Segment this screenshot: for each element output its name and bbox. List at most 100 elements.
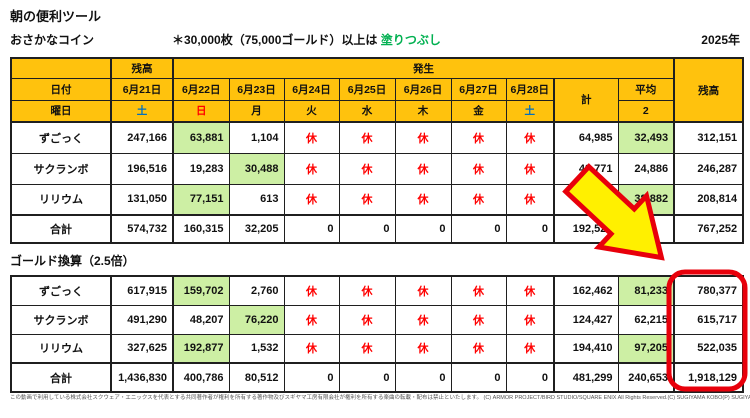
header-cell: 発生 bbox=[172, 57, 676, 79]
year-label: 2025年 bbox=[701, 33, 740, 47]
table-cell: 合計 bbox=[10, 362, 112, 393]
table-cell: 休 bbox=[450, 152, 507, 185]
table-cell: 77,151 bbox=[172, 183, 230, 216]
table-cell: 38,882 bbox=[617, 183, 676, 216]
table-cell: 休 bbox=[394, 275, 452, 306]
table-cell: リリウム bbox=[10, 183, 112, 216]
header-cell: 日 bbox=[172, 99, 230, 123]
table-cell: 休 bbox=[450, 183, 507, 216]
threshold-note: ＊30,000枚（75,000ゴールド）以上は 塗りつぶし bbox=[172, 31, 441, 48]
table-cell: 192,520 bbox=[553, 214, 619, 244]
table-cell: サクランボ bbox=[10, 304, 112, 335]
table-cell: 613 bbox=[228, 183, 285, 216]
table-cell: 1,918,129 bbox=[673, 362, 744, 393]
table-cell: 休 bbox=[450, 333, 507, 364]
table-cell: 1,532 bbox=[228, 333, 285, 364]
table-cell: 休 bbox=[394, 152, 452, 185]
table-cell: 162,462 bbox=[553, 275, 619, 306]
table-cell: 481,299 bbox=[553, 362, 619, 393]
table-cell: 休 bbox=[283, 304, 340, 335]
header-cell: 残高 bbox=[110, 57, 174, 79]
table-cell: 休 bbox=[338, 152, 396, 185]
table-cell: 617,915 bbox=[110, 275, 174, 306]
header-cell: 月 bbox=[228, 99, 285, 123]
table-cell: 767,252 bbox=[673, 214, 744, 244]
gold-conversion-table: ずごっく 617,915 159,702 2,760 休休休休休 162,462 81,23… bbox=[10, 275, 744, 393]
table-cell: 0 bbox=[283, 362, 340, 393]
header-cell: 6月25日 bbox=[338, 77, 396, 101]
table-cell: 休 bbox=[505, 304, 555, 335]
header-cell: 水 bbox=[338, 99, 396, 123]
table-cell: 240,653 bbox=[617, 362, 675, 393]
header-cell: 平均 bbox=[617, 77, 676, 101]
table-cell: 97,205 bbox=[617, 333, 675, 364]
header-cell: 木 bbox=[394, 99, 452, 123]
table-cell: 196,516 bbox=[110, 152, 174, 185]
threshold-note-text: ＊30,000枚（75,000ゴールド）以上は bbox=[172, 33, 381, 47]
header-cell: 6月26日 bbox=[394, 77, 452, 101]
table-cell: 312,151 bbox=[673, 121, 744, 154]
header-cell: 計 bbox=[553, 77, 619, 123]
gold-conversion-title: ゴールド換算（2.5倍） bbox=[10, 254, 135, 268]
table-cell: 休 bbox=[338, 183, 396, 216]
table-cell: 208,814 bbox=[673, 183, 744, 216]
table-cell: 休 bbox=[505, 183, 555, 216]
table-cell: 休 bbox=[283, 183, 340, 216]
table-cell: 522,035 bbox=[673, 333, 744, 364]
table-cell: 63,881 bbox=[172, 121, 230, 154]
table-cell: 24,886 bbox=[617, 152, 676, 185]
table-cell: ずごっく bbox=[10, 121, 112, 154]
table-cell: 休 bbox=[505, 275, 555, 306]
table-cell: 0 bbox=[450, 362, 507, 393]
table-cell: 247,166 bbox=[110, 121, 174, 154]
table-cell: 64,985 bbox=[553, 121, 619, 154]
table-cell: リリウム bbox=[10, 333, 112, 364]
header-cell: 土 bbox=[505, 99, 555, 123]
table-cell: 49,771 bbox=[553, 152, 619, 185]
table-cell: 327,625 bbox=[110, 333, 174, 364]
table-cell: 32,205 bbox=[228, 214, 285, 244]
table-cell: 休 bbox=[394, 183, 452, 216]
header-cell: 火 bbox=[283, 99, 340, 123]
table-cell: 77,764 bbox=[553, 183, 619, 216]
table-cell: 0 bbox=[505, 214, 555, 244]
table-cell: 休 bbox=[394, 304, 452, 335]
table-cell: 1,104 bbox=[228, 121, 285, 154]
table-cell: 62,215 bbox=[617, 304, 675, 335]
table-cell: 休 bbox=[505, 333, 555, 364]
table-cell: 休 bbox=[450, 304, 507, 335]
table-cell: 休 bbox=[394, 333, 452, 364]
table-cell: 0 bbox=[450, 214, 507, 244]
table-cell: 76,220 bbox=[228, 304, 285, 335]
table-cell: 615,717 bbox=[673, 304, 744, 335]
table-cell: 574,732 bbox=[110, 214, 174, 244]
table-cell: 32,493 bbox=[617, 121, 676, 154]
table-cell: 0 bbox=[338, 362, 396, 393]
header-cell: 6月22日 bbox=[172, 77, 230, 101]
table-cell bbox=[617, 214, 676, 244]
table-cell: 0 bbox=[283, 214, 340, 244]
table-cell: 80,512 bbox=[228, 362, 285, 393]
header-cell: 6月21日 bbox=[110, 77, 174, 101]
table-cell: 131,050 bbox=[110, 183, 174, 216]
table-cell: 400,786 bbox=[172, 362, 230, 393]
header-cell bbox=[10, 57, 112, 79]
table-cell: 合計 bbox=[10, 214, 112, 244]
table-cell: 48,207 bbox=[172, 304, 230, 335]
table-cell: 休 bbox=[338, 121, 396, 154]
table-cell: 休 bbox=[505, 152, 555, 185]
header-cell: 残高 bbox=[673, 57, 744, 123]
table-cell: 1,436,830 bbox=[110, 362, 174, 393]
table-cell: 休 bbox=[338, 304, 396, 335]
table-cell: 2,760 bbox=[228, 275, 285, 306]
coin-label: おさかなコイン bbox=[10, 33, 95, 47]
table-cell: ずごっく bbox=[10, 275, 112, 306]
table-cell: サクランボ bbox=[10, 152, 112, 185]
table-cell: 休 bbox=[338, 275, 396, 306]
table-cell: 159,702 bbox=[172, 275, 230, 306]
page-title: 朝の便利ツール bbox=[10, 9, 102, 24]
header-cell: 土 bbox=[110, 99, 174, 123]
table-cell: 休 bbox=[283, 152, 340, 185]
table-cell: 休 bbox=[450, 275, 507, 306]
header-cell: 曜日 bbox=[10, 99, 112, 123]
